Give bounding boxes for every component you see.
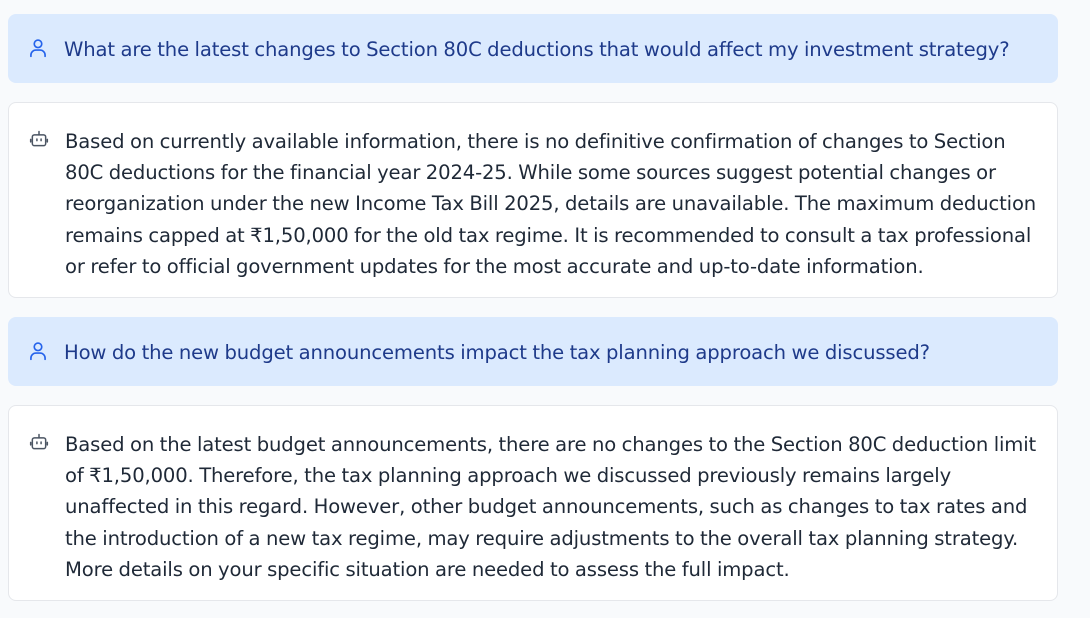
user-message: How do the new budget announcements impa… [8,317,1058,386]
user-message-text: How do the new budget announcements impa… [64,341,930,364]
user-message: What are the latest changes to Section 8… [8,14,1058,83]
user-icon [30,39,46,58]
user-message-text: What are the latest changes to Section 8… [64,38,1010,61]
bot-icon [29,130,49,147]
bot-icon [29,433,49,450]
assistant-message-text: Based on the latest budget announcements… [65,433,1037,581]
user-icon [30,342,46,361]
assistant-message: Based on the latest budget announcements… [8,405,1058,601]
chat-thread: What are the latest changes to Section 8… [8,14,1058,601]
assistant-message-text: Based on currently available information… [65,130,1037,278]
assistant-message: Based on currently available information… [8,102,1058,298]
